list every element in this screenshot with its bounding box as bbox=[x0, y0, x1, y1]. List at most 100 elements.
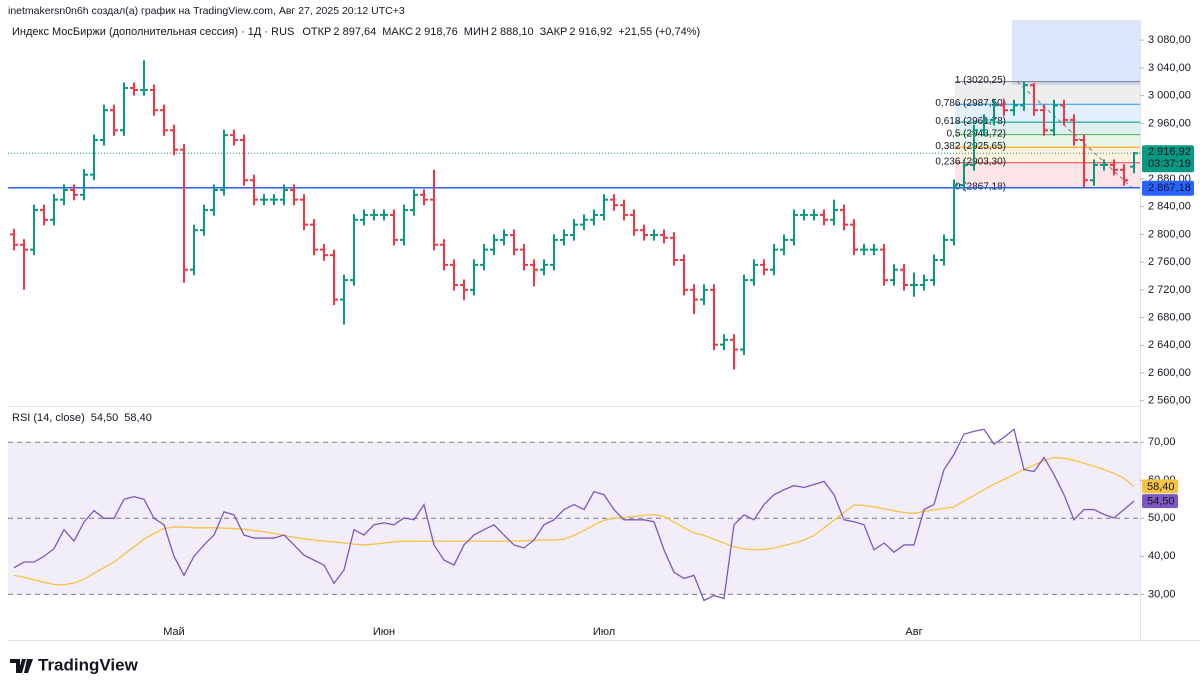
chart-title: Индекс МосБиржи (дополнительная сессия) … bbox=[12, 26, 294, 38]
ohlc-bar bbox=[830, 199, 838, 226]
ohlc-bar bbox=[730, 334, 738, 370]
ohlc-bar bbox=[490, 234, 498, 256]
y-tick-label: 50,00 bbox=[1148, 512, 1176, 524]
y-tick-label: 3 080,00 bbox=[1148, 34, 1191, 46]
ohlc-bar bbox=[940, 234, 948, 266]
ohlc-bar bbox=[440, 239, 448, 271]
x-tick-label: Май bbox=[163, 626, 185, 638]
quote-label: МИН bbox=[464, 26, 489, 38]
ohlc-bar bbox=[410, 189, 418, 216]
quote-value: 2 916,92 bbox=[569, 26, 612, 38]
last-value-label: 58,40 bbox=[1147, 481, 1175, 493]
fib-band bbox=[955, 134, 1140, 148]
ohlc-bar bbox=[260, 194, 268, 206]
y-tick-label: 70,00 bbox=[1148, 436, 1176, 448]
ohlc-bar bbox=[40, 204, 48, 226]
panes bbox=[8, 20, 1200, 641]
rsi-line bbox=[13, 456, 1135, 586]
last-price-box bbox=[1142, 145, 1194, 173]
ohlc-bar bbox=[990, 99, 998, 126]
ohlc-bar bbox=[950, 179, 958, 246]
ohlc-bar bbox=[60, 184, 68, 206]
ohlc-bar bbox=[1040, 104, 1048, 136]
ohlc-bar bbox=[30, 204, 38, 256]
ohlc-bar bbox=[450, 259, 458, 291]
fib-label: 1 (3020,25) bbox=[955, 75, 1006, 86]
logo-icon bbox=[10, 659, 33, 673]
ohlc-bar bbox=[960, 159, 968, 191]
y-tick-label: 2 960,00 bbox=[1148, 117, 1191, 129]
footer-logo: TradingView bbox=[10, 655, 139, 674]
ohlc-bar bbox=[280, 184, 288, 206]
ohlc-bar bbox=[1050, 99, 1058, 136]
ohlc-bar bbox=[800, 209, 808, 221]
ohlc-bar bbox=[1030, 83, 1038, 116]
fib-label: 0,5 (2943,72) bbox=[947, 128, 1007, 139]
last-value-box bbox=[1142, 479, 1178, 494]
ohlc-bar bbox=[180, 144, 188, 283]
ohlc-bar bbox=[770, 244, 778, 276]
ohlc-bar bbox=[700, 284, 708, 306]
fib-label: 0,382 (2925,65) bbox=[935, 141, 1006, 152]
ohlc-bar bbox=[110, 104, 118, 136]
ohlc-bar bbox=[130, 82, 138, 96]
ohlc-bar bbox=[370, 209, 378, 221]
ohlc-bar bbox=[480, 244, 488, 271]
ohlc-bar bbox=[860, 244, 868, 256]
quote-label: ОТКР bbox=[302, 26, 331, 38]
fib-label: 0,236 (2903,30) bbox=[935, 156, 1006, 167]
ohlc-bar bbox=[1120, 164, 1128, 186]
ohlc-bar bbox=[160, 104, 168, 136]
ohlc-bar bbox=[520, 244, 528, 271]
ohlc-bar bbox=[350, 214, 358, 286]
ohlc-bar bbox=[500, 229, 508, 246]
ohlc-bar bbox=[290, 184, 298, 206]
ohlc-bar bbox=[270, 194, 278, 206]
y-tick-label: 2 640,00 bbox=[1148, 339, 1191, 351]
bar-countdown: 03:37:19 bbox=[1148, 158, 1191, 170]
ohlc-bar bbox=[390, 209, 398, 246]
ohlc-bar bbox=[470, 259, 478, 296]
rsi-line bbox=[13, 428, 1135, 602]
ohlc-bar bbox=[930, 254, 938, 286]
fib-band bbox=[955, 162, 1140, 188]
ohlc-bar bbox=[330, 249, 338, 306]
ohlc-bar bbox=[660, 229, 668, 244]
x-tick-label: Июл bbox=[593, 626, 615, 638]
ohlc-bar bbox=[530, 259, 538, 287]
fib-band bbox=[955, 122, 1140, 135]
ohlc-bar bbox=[880, 244, 888, 286]
ohlc-bar bbox=[590, 209, 598, 226]
ohlc-bar bbox=[740, 274, 748, 356]
ohlc-bar bbox=[210, 184, 218, 216]
ohlc-bar bbox=[150, 84, 158, 116]
quote-change: +21,55 (+0,74%) bbox=[618, 26, 700, 38]
fib-label: 0,786 (2987,50) bbox=[935, 98, 1006, 109]
ohlc-bar bbox=[230, 129, 238, 146]
ohlc-bar bbox=[510, 229, 518, 256]
author-line: inetmakersn0n6h создал(а) график на Trad… bbox=[8, 5, 405, 17]
quote-value: 2 888,10 bbox=[491, 26, 534, 38]
quote-value: 2 918,76 bbox=[415, 26, 458, 38]
indicator-value: 54,50 bbox=[91, 412, 119, 424]
ohlc-bar bbox=[840, 204, 848, 231]
indicator-value: 58,40 bbox=[124, 412, 152, 424]
ohlc-bar bbox=[630, 209, 638, 236]
ohlc-bar bbox=[1080, 134, 1088, 188]
ohlc-bar bbox=[980, 114, 988, 136]
ohlc-bar bbox=[80, 169, 88, 201]
ohlc-bar bbox=[1110, 159, 1118, 176]
ohlc-bar bbox=[780, 234, 788, 256]
ohlc-bar bbox=[900, 264, 908, 291]
fib-band bbox=[955, 81, 1140, 105]
ohlc-bar bbox=[820, 209, 828, 226]
ohlc-bar bbox=[550, 234, 558, 271]
ohlc-bar bbox=[570, 219, 578, 241]
ohlc-bar bbox=[1090, 159, 1098, 186]
ohlc-bar bbox=[1060, 99, 1068, 126]
ohlc-bar bbox=[890, 264, 898, 286]
last-price-label: 2 916,92 bbox=[1148, 146, 1191, 158]
ohlc-bar bbox=[1100, 159, 1108, 171]
